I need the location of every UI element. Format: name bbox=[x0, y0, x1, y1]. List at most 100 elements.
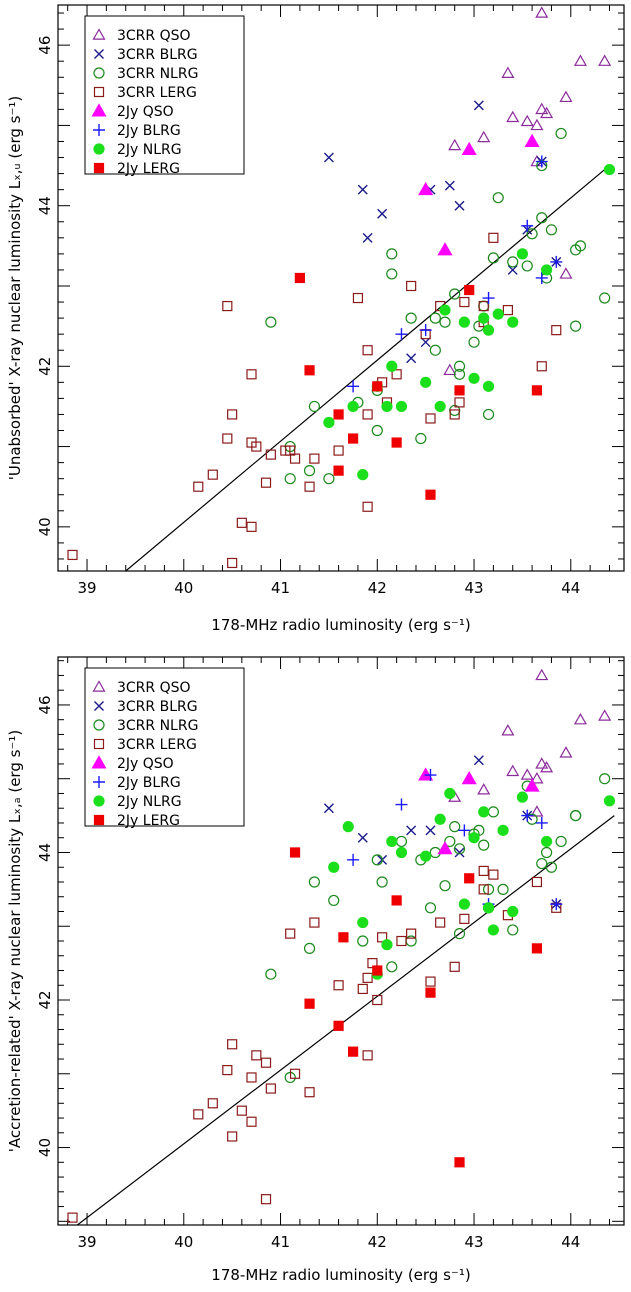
data-point bbox=[308, 876, 320, 888]
data-point bbox=[289, 1068, 301, 1079]
data-point bbox=[573, 54, 587, 66]
data-point bbox=[333, 445, 344, 456]
data-point bbox=[437, 841, 453, 855]
y-tick-label: 42 bbox=[36, 990, 54, 1009]
data-point bbox=[372, 994, 383, 1006]
data-point bbox=[372, 381, 383, 392]
data-point bbox=[497, 883, 509, 895]
data-point bbox=[520, 114, 534, 127]
data-point bbox=[420, 850, 432, 862]
data-point bbox=[406, 825, 417, 836]
data-point bbox=[333, 465, 344, 476]
data-point bbox=[454, 847, 465, 858]
data-point bbox=[333, 980, 344, 991]
x-tick-label: 43 bbox=[464, 1233, 483, 1251]
data-point bbox=[425, 987, 436, 998]
data-point bbox=[391, 437, 402, 448]
data-point bbox=[362, 345, 373, 356]
data-point bbox=[323, 416, 335, 429]
data-point bbox=[429, 312, 441, 324]
legend-box bbox=[84, 15, 245, 175]
data-point bbox=[386, 248, 398, 260]
legend-entry: 3CRR NLRG bbox=[117, 66, 198, 82]
data-point bbox=[453, 928, 466, 940]
data-point bbox=[449, 961, 460, 972]
y-tick-label: 44 bbox=[36, 196, 54, 215]
data-point bbox=[357, 184, 368, 195]
data-layer bbox=[67, 668, 616, 1225]
data-point bbox=[482, 902, 495, 914]
legend-entry: 3CRR LERG bbox=[117, 737, 197, 753]
data-point bbox=[570, 320, 582, 332]
data-point bbox=[506, 764, 520, 777]
data-point bbox=[449, 288, 461, 300]
legend-entry: 3CRR LERG bbox=[117, 85, 197, 101]
x-axis-label: 178-MHz radio luminosity (erg s⁻¹) bbox=[211, 1266, 470, 1284]
data-point bbox=[507, 264, 518, 275]
legend-entry: 2Jy NLRG bbox=[117, 794, 182, 810]
data-point bbox=[371, 854, 383, 866]
data-point bbox=[478, 865, 489, 877]
legend-entry: 3CRR BLRG bbox=[117, 699, 198, 715]
data-point bbox=[559, 90, 573, 103]
legend-entry: 3CRR BLRG bbox=[117, 47, 198, 63]
data-point bbox=[574, 240, 587, 252]
x-tick-label: 40 bbox=[174, 579, 193, 597]
data-point bbox=[459, 913, 470, 924]
data-point bbox=[530, 805, 544, 817]
data-point bbox=[478, 300, 489, 312]
data-point bbox=[236, 517, 247, 528]
data-point bbox=[323, 473, 335, 485]
data-point bbox=[424, 769, 437, 782]
data-point bbox=[449, 821, 461, 833]
data-point bbox=[429, 344, 441, 356]
legend-entry: 2Jy NLRG bbox=[117, 142, 182, 158]
y-tick-label: 46 bbox=[36, 36, 54, 55]
scatter-panel-2: 39 40 41 42 43 44 40 42 44 46 178-MHz radio lumino… bbox=[6, 656, 625, 1284]
data-point bbox=[468, 832, 480, 844]
data-point bbox=[260, 477, 272, 488]
data-point bbox=[559, 267, 573, 279]
data-point bbox=[362, 972, 373, 983]
data-point bbox=[395, 798, 408, 811]
legend-entry: 2Jy LERG bbox=[117, 161, 180, 177]
data-point bbox=[362, 232, 373, 243]
data-point bbox=[304, 1087, 315, 1098]
data-point bbox=[425, 825, 436, 836]
data-point bbox=[501, 66, 515, 78]
series-2jy-qso bbox=[418, 133, 540, 256]
data-point bbox=[531, 943, 543, 954]
data-point bbox=[391, 895, 402, 906]
data-point bbox=[535, 668, 549, 681]
data-point bbox=[492, 308, 504, 320]
data-point bbox=[535, 757, 549, 769]
data-point bbox=[559, 746, 573, 758]
legend-entry: 2Jy QSO bbox=[117, 756, 174, 772]
data-point bbox=[507, 924, 519, 936]
data-point bbox=[207, 1098, 218, 1109]
x-axis-label: 178-MHz radio luminosity (erg s⁻¹) bbox=[211, 616, 470, 634]
x-tick-label: 44 bbox=[561, 579, 580, 597]
legend-entry: 2Jy BLRG bbox=[117, 123, 181, 139]
data-point bbox=[439, 316, 451, 328]
data-point bbox=[381, 939, 393, 951]
data-point bbox=[477, 783, 491, 795]
data-point bbox=[395, 328, 408, 341]
data-point bbox=[535, 102, 549, 115]
data-point bbox=[458, 824, 471, 837]
data-point bbox=[482, 380, 495, 392]
data-point bbox=[304, 481, 315, 492]
data-point bbox=[443, 363, 457, 376]
data-point bbox=[531, 385, 543, 396]
data-point bbox=[357, 983, 368, 995]
data-point bbox=[468, 336, 480, 348]
data-layer bbox=[67, 6, 616, 571]
data-point bbox=[458, 316, 470, 328]
data-point bbox=[524, 133, 540, 147]
data-point bbox=[434, 813, 446, 825]
data-point bbox=[521, 809, 534, 822]
data-point bbox=[599, 292, 611, 304]
data-point bbox=[328, 894, 340, 907]
data-point bbox=[342, 821, 354, 833]
